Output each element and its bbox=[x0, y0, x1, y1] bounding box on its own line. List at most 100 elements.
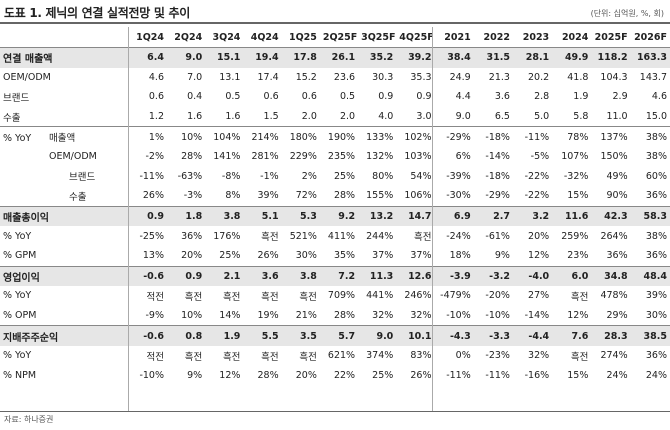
table-cell: -3.3 bbox=[473, 325, 513, 346]
table-cell: 155% bbox=[366, 190, 394, 202]
table-cell: 3.2 bbox=[512, 205, 553, 227]
table-cell: -3.2 bbox=[473, 265, 513, 287]
column-header: 1Q25 bbox=[281, 27, 320, 48]
table-cell: 24.9 bbox=[449, 71, 471, 83]
table-cell: -0.6 bbox=[128, 265, 167, 287]
table-cell: 521% bbox=[289, 230, 317, 242]
table-cell: 478% bbox=[600, 290, 628, 302]
row-label-sub: 수출 bbox=[69, 191, 87, 203]
table-cell: 25% bbox=[333, 170, 356, 182]
table-cell: 37% bbox=[410, 250, 432, 262]
table-cell: 12% bbox=[219, 369, 241, 381]
table-cell: 15.0 bbox=[645, 111, 667, 123]
table-cell: 17.8 bbox=[281, 46, 320, 68]
table-cell: 235% bbox=[327, 151, 356, 163]
table-row: 브랜드 0.6 0.4 0.5 0.6 0.6 0.5 0.9 0.9 4.4 3.6 2.8 1.9 2… bbox=[0, 87, 670, 107]
unit-note: (단위: 십억원, %, 회) bbox=[590, 9, 664, 18]
table-cell: 흑전 bbox=[414, 232, 432, 244]
table-cell: 9% bbox=[494, 250, 510, 262]
column-header: 4Q25F bbox=[396, 27, 435, 48]
table-cell: 3.6 bbox=[243, 265, 282, 287]
table-row: % GPM 13% 20% 25% 26% 30% 35% 37% 37% 18% 9% 12% 23%… bbox=[0, 246, 670, 266]
table-cell: 4.4 bbox=[455, 91, 471, 103]
table-cell: 흑전 bbox=[299, 291, 317, 303]
bottom-rule bbox=[0, 411, 670, 412]
table-cell: 0.6 bbox=[263, 91, 279, 103]
table-cell: 3.8 bbox=[205, 205, 244, 227]
table-cell: -4.0 bbox=[512, 265, 553, 287]
table-cell: 26% bbox=[410, 369, 432, 381]
table-cell: -4.3 bbox=[434, 325, 474, 346]
table-row: 연결 매출액 6.4 9.0 15.1 19.4 17.8 26.1 35.2 39.2 38.4… bbox=[0, 46, 670, 68]
table-cell: 2% bbox=[301, 170, 317, 182]
table-cell: 1.8 bbox=[166, 205, 206, 227]
column-header: 2026F bbox=[630, 27, 670, 48]
table-cell: 12% bbox=[567, 310, 589, 322]
row-label: 매출총이익 bbox=[0, 205, 129, 227]
table-cell: 58.3 bbox=[630, 205, 670, 227]
table-cell: 흑전 bbox=[222, 291, 241, 303]
table-row: % YoY 적전 흑전 흑전 흑전 흑전 709% 441% 246% -479% -20% 27% 흑… bbox=[0, 286, 670, 306]
table-cell: 흑전 bbox=[570, 351, 589, 363]
table-cell: -14% bbox=[485, 151, 510, 163]
column-header: 3Q24 bbox=[205, 27, 244, 48]
table-cell: 12% bbox=[528, 250, 550, 262]
row-label: 수출 bbox=[3, 112, 21, 124]
table-cell: 259% bbox=[561, 230, 589, 242]
table-cell: 30% bbox=[645, 310, 667, 322]
row-label: 연결 매출액 bbox=[0, 46, 129, 68]
table-cell: 0.6 bbox=[148, 91, 164, 103]
table-row: 수출 26% -3% 8% 39% 72% 28% 155% 106% -30% -29% -22% 1… bbox=[0, 186, 670, 206]
table-cell: 6.9 bbox=[434, 205, 474, 227]
table-cell: 709% bbox=[327, 290, 356, 302]
row-label: OEM/ODM bbox=[3, 71, 51, 83]
table-cell: 흑전 bbox=[184, 291, 203, 303]
table-cell: 24% bbox=[645, 369, 667, 381]
table-cell: 5.5 bbox=[243, 325, 282, 346]
table-cell: 25% bbox=[372, 369, 394, 381]
table-row: 매출총이익 0.9 1.8 3.8 5.1 5.3 9.2 13.2 14.7 6.9 2.7 3.2… bbox=[0, 205, 670, 227]
table-cell: 3.5 bbox=[281, 325, 320, 346]
table-cell: 143.7 bbox=[639, 71, 667, 83]
table-cell: 23.6 bbox=[333, 71, 356, 83]
column-header: 1Q24 bbox=[128, 27, 167, 48]
table-cell: -2% bbox=[145, 151, 164, 163]
table-cell: 37% bbox=[372, 250, 394, 262]
table-cell: -10% bbox=[446, 310, 471, 322]
table-cell: 29% bbox=[606, 310, 628, 322]
table-row: OEM/ODM -2% 28% 141% 281% 229% 235% 132% 103% 6% -… bbox=[0, 147, 670, 167]
table-cell: 20% bbox=[528, 230, 550, 242]
table-cell: 38% bbox=[645, 151, 667, 163]
financial-table: 1Q24 2Q24 3Q24 4Q24 1Q25 2Q25F 3Q25F 4Q25F 2021 2… bbox=[0, 27, 670, 385]
table-cell: -479% bbox=[440, 290, 471, 302]
table-cell: 38% bbox=[630, 126, 670, 147]
table-cell: 14.7 bbox=[396, 205, 435, 227]
table-cell: 163.3 bbox=[630, 46, 670, 68]
table-cell: 5.1 bbox=[243, 205, 282, 227]
table-cell: 48.4 bbox=[630, 265, 670, 287]
table-cell: 20% bbox=[181, 250, 203, 262]
table-cell: 78% bbox=[552, 126, 592, 147]
table-cell: 흑전 bbox=[570, 291, 589, 303]
table-cell: 35% bbox=[333, 250, 356, 262]
row-label-sub: 브랜드 bbox=[69, 172, 96, 184]
table-cell: 흑전 bbox=[261, 351, 279, 363]
table-cell: 3.0 bbox=[416, 111, 432, 123]
table-cell: -3% bbox=[183, 190, 203, 202]
table-cell: 36% bbox=[645, 250, 667, 262]
row-label: % NPM bbox=[3, 369, 37, 381]
table-cell: 229% bbox=[289, 151, 317, 163]
table-cell: -30% bbox=[446, 190, 471, 202]
table-cell: 9.0 bbox=[358, 325, 397, 346]
table-cell: -29% bbox=[485, 190, 510, 202]
row-label: % YoY bbox=[3, 350, 32, 362]
table-cell: 13% bbox=[142, 250, 164, 262]
column-header: 2023 bbox=[512, 27, 553, 48]
table-cell: 39.2 bbox=[396, 46, 435, 68]
table-cell: 80% bbox=[372, 170, 394, 182]
table-cell: -5% bbox=[530, 151, 550, 163]
table-cell: 36% bbox=[645, 190, 667, 202]
table-cell: 60% bbox=[645, 170, 667, 182]
table-cell: 141% bbox=[213, 151, 241, 163]
table-cell: -10% bbox=[485, 310, 510, 322]
